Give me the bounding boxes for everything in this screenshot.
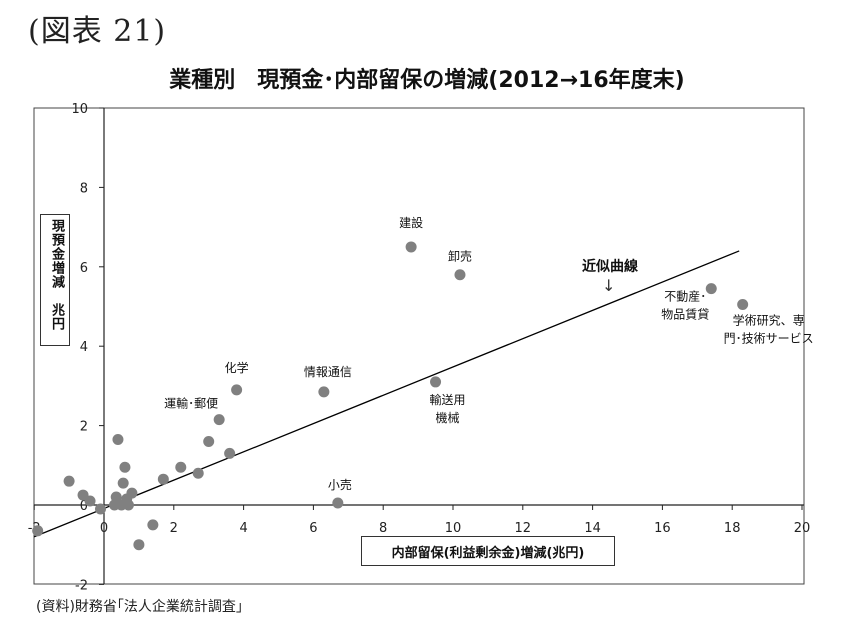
- y-tick-label: -2: [75, 578, 88, 593]
- data-point-label: 学術研究、専門･技術サービス: [724, 313, 814, 346]
- data-point: [430, 376, 442, 388]
- data-point-label-line: 学術研究、専: [733, 313, 805, 328]
- x-tick-label: 0: [100, 521, 108, 536]
- data-point: [122, 499, 134, 511]
- plot-frame: [33, 107, 805, 585]
- data-point: [117, 477, 129, 489]
- data-point: [147, 519, 159, 531]
- y-tick-label: 8: [80, 181, 88, 196]
- data-point-label-line: 物品賃貸: [661, 307, 709, 322]
- y-axis-label-box: 現預金増減 兆円: [40, 214, 70, 346]
- y-tick-label: 0: [80, 499, 88, 514]
- data-point-label-line: 情報通信: [304, 365, 352, 379]
- data-point: [213, 414, 225, 426]
- data-point-label-line: 運輸･郵便: [164, 396, 218, 411]
- data-point: [203, 435, 215, 447]
- trendline-arrow-icon: ↓: [602, 276, 616, 295]
- data-point-label: 卸売: [448, 249, 472, 264]
- x-axis-label: 内部留保(利益剰余金)増減(兆円): [391, 545, 585, 561]
- data-point-label-line: 卸売: [448, 249, 472, 264]
- data-point-label: 建設: [399, 215, 423, 230]
- data-point-label: 不動産･ 物品賃貸: [661, 289, 709, 322]
- y-tick-label: 6: [80, 261, 88, 276]
- data-point-label: 小売: [328, 477, 352, 492]
- source-note: (資料)財務省｢法人企業統計調査｣: [36, 599, 243, 615]
- data-point-label-line: 門･技術サービス: [724, 332, 814, 346]
- y-axis-label: 現預金増減 兆円: [49, 219, 64, 331]
- data-point: [737, 299, 749, 311]
- x-tick-label: 4: [239, 521, 247, 536]
- figure-label: (図表 21): [28, 14, 167, 49]
- data-point: [405, 241, 417, 253]
- data-point: [32, 525, 44, 537]
- trendline: [33, 250, 740, 538]
- chart-title: 業種別 現預金･内部留保の増減(2012→16年度末): [169, 68, 685, 93]
- data-point: [332, 497, 344, 509]
- x-tick-label: 10: [445, 521, 462, 536]
- trendline-label: 近似曲線: [582, 259, 638, 275]
- x-tick-label: 12: [515, 521, 532, 536]
- x-tick-label: 14: [584, 521, 601, 536]
- x-tick-label: 18: [724, 521, 741, 536]
- data-point: [705, 283, 717, 295]
- data-point: [157, 473, 169, 485]
- x-tick-label: 8: [379, 521, 387, 536]
- data-point-label-line: 建設: [399, 215, 423, 230]
- data-point-label-line: 輸送用: [430, 392, 466, 407]
- data-point-label-line: 機械: [436, 410, 460, 425]
- data-point: [175, 461, 187, 473]
- data-point: [192, 467, 204, 479]
- data-point-label: 情報通信: [304, 365, 352, 379]
- data-point: [133, 539, 145, 551]
- data-point: [63, 475, 75, 487]
- x-tick-label: 6: [309, 521, 317, 536]
- data-point: [77, 489, 89, 501]
- data-point-label-line: 小売: [328, 477, 352, 492]
- x-tick-label: 2: [170, 521, 178, 536]
- x-axis-label-box: 内部留保(利益剰余金)増減(兆円): [361, 536, 615, 566]
- data-point: [454, 269, 466, 281]
- data-point: [318, 386, 330, 398]
- data-point-label: 運輸･郵便: [164, 396, 218, 411]
- y-tick-label: 4: [80, 340, 88, 355]
- data-point-label-line: 不動産･: [664, 289, 706, 304]
- y-tick-label: 2: [80, 420, 88, 435]
- x-tick-label: 16: [654, 521, 671, 536]
- data-point: [95, 503, 107, 515]
- y-tick-label: 10: [71, 102, 88, 117]
- data-point-label-line: 化学: [225, 360, 249, 375]
- data-point-label: 化学: [225, 360, 249, 375]
- data-point: [224, 447, 236, 459]
- data-point: [119, 461, 131, 473]
- data-point-label: 輸送用機械: [430, 392, 466, 425]
- data-point: [112, 433, 124, 445]
- x-tick-label: 20: [794, 521, 811, 536]
- data-point: [231, 384, 243, 396]
